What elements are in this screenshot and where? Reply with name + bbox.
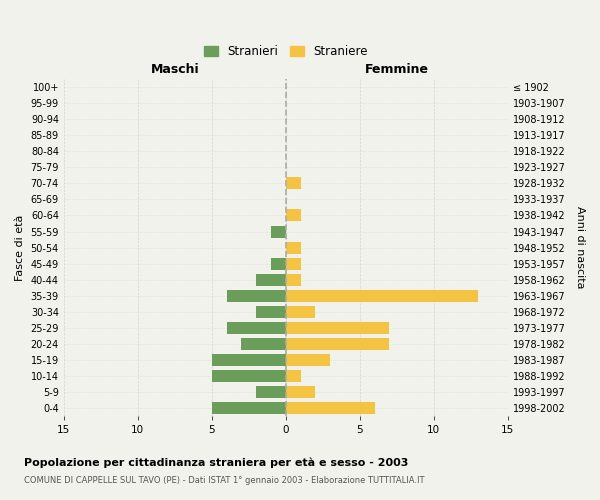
Y-axis label: Fasce di età: Fasce di età [15, 214, 25, 280]
Legend: Stranieri, Straniere: Stranieri, Straniere [200, 42, 371, 62]
Bar [286, 178, 301, 190]
Bar [286, 322, 389, 334]
Bar [212, 370, 286, 382]
Text: Maschi: Maschi [151, 63, 199, 76]
Bar [286, 242, 301, 254]
Bar [241, 338, 286, 350]
Text: Femmine: Femmine [365, 63, 429, 76]
Bar [286, 290, 478, 302]
Bar [286, 210, 301, 222]
Bar [256, 306, 286, 318]
Bar [271, 226, 286, 237]
Bar [286, 370, 301, 382]
Bar [286, 338, 389, 350]
Bar [256, 274, 286, 285]
Bar [227, 290, 286, 302]
Bar [286, 306, 316, 318]
Bar [212, 402, 286, 414]
Bar [286, 386, 316, 398]
Bar [271, 258, 286, 270]
Text: Popolazione per cittadinanza straniera per età e sesso - 2003: Popolazione per cittadinanza straniera p… [24, 458, 409, 468]
Bar [286, 274, 301, 285]
Bar [286, 354, 330, 366]
Bar [286, 402, 374, 414]
Text: COMUNE DI CAPPELLE SUL TAVO (PE) - Dati ISTAT 1° gennaio 2003 - Elaborazione TUT: COMUNE DI CAPPELLE SUL TAVO (PE) - Dati … [24, 476, 425, 485]
Bar [227, 322, 286, 334]
Bar [256, 386, 286, 398]
Bar [212, 354, 286, 366]
Y-axis label: Anni di nascita: Anni di nascita [575, 206, 585, 289]
Bar [286, 258, 301, 270]
